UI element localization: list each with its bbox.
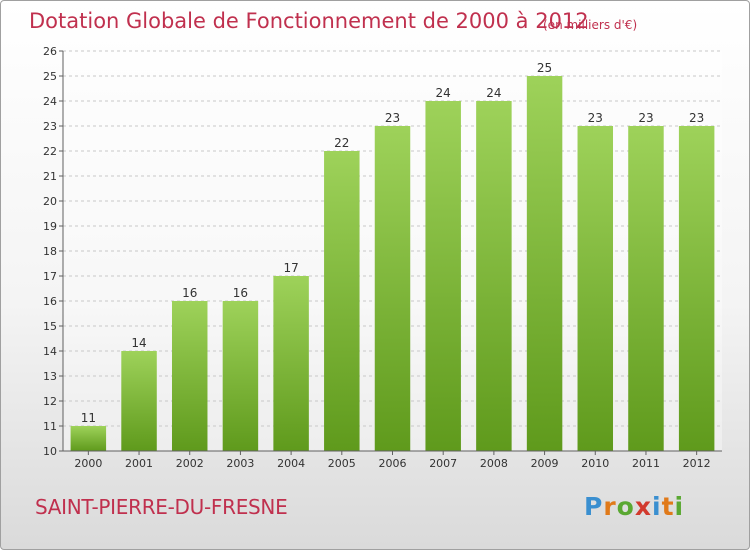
bar-value-label: 22 [334,136,349,150]
x-tick-label: 2012 [683,457,711,470]
bar [577,126,614,451]
y-tick-label: 14 [43,345,57,358]
y-tick-label: 26 [43,45,57,58]
y-tick-label: 25 [43,70,57,83]
y-tick-label: 10 [43,445,57,458]
bar-value-label: 23 [689,111,704,125]
x-tick-label: 2004 [277,457,305,470]
y-tick-label: 11 [43,420,57,433]
y-tick-label: 18 [43,245,57,258]
y-tick-label: 21 [43,170,57,183]
bar [425,101,461,451]
x-tick-label: 2011 [632,457,660,470]
logo-letter: o [616,492,635,521]
bar-value-label: 23 [588,111,603,125]
bar-value-label: 24 [436,86,451,100]
logo-letter: t [661,492,675,521]
bar-value-label: 16 [233,286,248,300]
y-tick-label: 23 [43,120,57,133]
x-tick-label: 2002 [176,457,204,470]
x-tick-label: 2008 [480,457,508,470]
bar-value-label: 17 [283,261,298,275]
bar [273,276,309,451]
logo-letter: x [634,492,652,521]
x-tick-label: 2003 [226,457,254,470]
bar-value-label: 11 [81,411,96,425]
bar-value-label: 25 [537,61,552,75]
chart-title: Dotation Globale de Fonctionnement de 20… [29,9,589,33]
bar [526,76,563,451]
logo-letter: i [674,492,685,521]
bar [121,351,157,451]
x-tick-label: 2010 [581,457,609,470]
bar-value-label: 23 [638,111,653,125]
bars [70,76,715,451]
bar-value-label: 14 [131,336,146,350]
axes [59,50,722,455]
y-tick-label: 16 [43,295,57,308]
y-tick-label: 24 [43,95,57,108]
chart-unit-label: (en milliers d'€) [543,18,638,32]
bar [374,126,411,451]
bar-value-label: 16 [182,286,197,300]
y-tick-label: 19 [43,220,57,233]
x-tick-label: 2001 [125,457,153,470]
commune-name: SAINT-PIERRE-DU-FRESNE [35,495,288,519]
logo-letter: P [584,492,604,521]
logo-letter: i [652,492,662,521]
bar-value-label: 24 [486,86,501,100]
x-tick-label: 2005 [328,457,356,470]
bar [70,426,107,451]
y-tick-label: 15 [43,320,57,333]
bar [222,301,259,451]
bar [678,126,715,451]
y-tick-label: 20 [43,195,57,208]
bar-value-label: 23 [385,111,400,125]
logo-letter: r [603,492,617,521]
y-tick-label: 22 [43,145,57,158]
x-tick-label: 2000 [74,457,102,470]
y-tick-label: 12 [43,395,57,408]
bar [324,151,360,451]
bar [628,126,664,451]
proxiti-logo: Proxiti [584,492,684,521]
bar [476,101,512,451]
x-tick-label: 2007 [429,457,457,470]
x-tick-label: 2006 [379,457,407,470]
bar [171,301,208,451]
y-tick-label: 17 [43,270,57,283]
y-tick-label: 13 [43,370,57,383]
labels: 10 11 12 13 14 15 16 17 18 19 20 21 22 23 24 25 26 11 2000… [43,45,711,470]
x-tick-label: 2009 [531,457,559,470]
